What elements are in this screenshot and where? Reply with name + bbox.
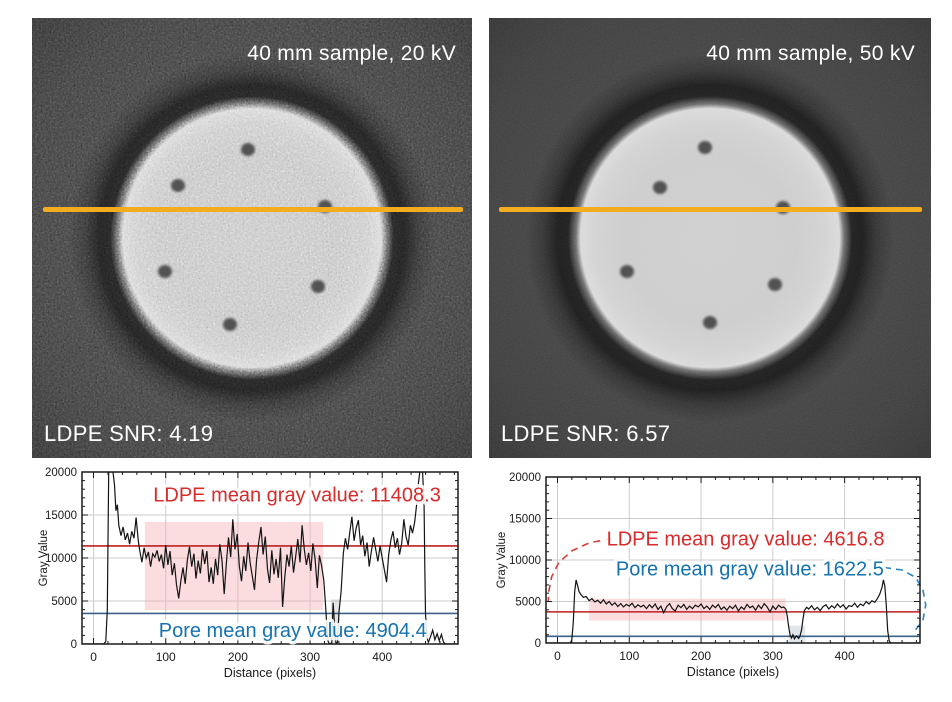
svg-text:15000: 15000	[45, 510, 77, 522]
svg-text:5000: 5000	[515, 597, 541, 609]
pore-spot	[653, 180, 668, 194]
svg-text:400: 400	[372, 650, 392, 664]
ct-slice-image-20kv	[32, 18, 472, 458]
svg-text:20000: 20000	[45, 467, 77, 479]
svg-text:0: 0	[90, 650, 97, 664]
profile-chart-20kv: 0 100 200 300 400 0 5000 10000 15000 20000 Distanc…	[38, 467, 459, 680]
svg-text:0: 0	[535, 638, 541, 650]
pore-spot	[703, 315, 717, 329]
pore-spot	[698, 140, 713, 154]
svg-text:10000: 10000	[45, 553, 77, 565]
svg-text:15000: 15000	[509, 514, 541, 526]
svg-text:Gray Value: Gray Value	[496, 532, 508, 589]
profile-line-marker[interactable]	[499, 207, 922, 212]
profile-line-marker[interactable]	[43, 207, 463, 212]
panel-title: 40 mm sample, 20 kV	[247, 42, 456, 65]
panel-title: 40 mm sample, 50 kV	[706, 42, 915, 65]
ct-slice-image-50kv	[489, 18, 931, 458]
pore-spot	[311, 279, 325, 293]
pore-spot	[619, 264, 634, 278]
svg-text:100: 100	[619, 649, 639, 663]
pore-spot	[767, 278, 782, 292]
svg-text:10000: 10000	[509, 555, 541, 567]
svg-text:Pore mean gray value: 1622.5: Pore mean gray value: 1622.5	[616, 559, 884, 581]
svg-text:5000: 5000	[51, 596, 77, 608]
svg-text:0: 0	[554, 649, 561, 663]
svg-text:200: 200	[691, 649, 711, 663]
svg-text:300: 300	[300, 650, 320, 664]
svg-text:200: 200	[228, 650, 248, 664]
svg-text:0: 0	[71, 639, 77, 651]
svg-text:LDPE mean gray value: 4616.8: LDPE mean gray value: 4616.8	[607, 528, 885, 550]
svg-text:300: 300	[763, 649, 783, 663]
snr-label: LDPE SNR: 6.57	[501, 421, 671, 446]
pore-spot	[157, 264, 172, 278]
ct-panel-20kv: 40 mm sample, 20 kV LDPE SNR: 4.19	[32, 18, 472, 458]
profile-chart-50kv: 0 100 200 300 400 0 5000 10000 15000 20000 Distanc…	[496, 472, 927, 679]
pore-spot	[241, 143, 256, 156]
pore-spot	[223, 318, 237, 332]
svg-text:Distance (pixels): Distance (pixels)	[224, 666, 316, 680]
svg-text:Pore mean gray value: 1622.5: Pore mean gray value: 1622.5	[616, 559, 884, 581]
svg-text:LDPE mean gray value: 4616.8: LDPE mean gray value: 4616.8	[607, 528, 885, 550]
svg-text:LDPE mean gray value: 11408.3: LDPE mean gray value: 11408.3	[153, 484, 441, 506]
svg-text:Pore mean gray value: 4904.4: Pore mean gray value: 4904.4	[159, 620, 427, 642]
svg-text:400: 400	[835, 649, 855, 663]
svg-text:Gray Value: Gray Value	[38, 530, 50, 587]
svg-text:Pore mean gray value: 4904.4: Pore mean gray value: 4904.4	[159, 620, 427, 642]
svg-text:100: 100	[156, 650, 176, 664]
svg-text:20000: 20000	[509, 472, 541, 484]
snr-label: LDPE SNR: 4.19	[44, 421, 214, 446]
pore-spot	[171, 179, 186, 193]
svg-text:LDPE mean gray value: 11408.3: LDPE mean gray value: 11408.3	[153, 484, 441, 506]
ct-panel-50kv: 40 mm sample, 50 kV LDPE SNR: 6.57	[489, 18, 931, 458]
svg-text:Distance (pixels): Distance (pixels)	[687, 665, 779, 679]
